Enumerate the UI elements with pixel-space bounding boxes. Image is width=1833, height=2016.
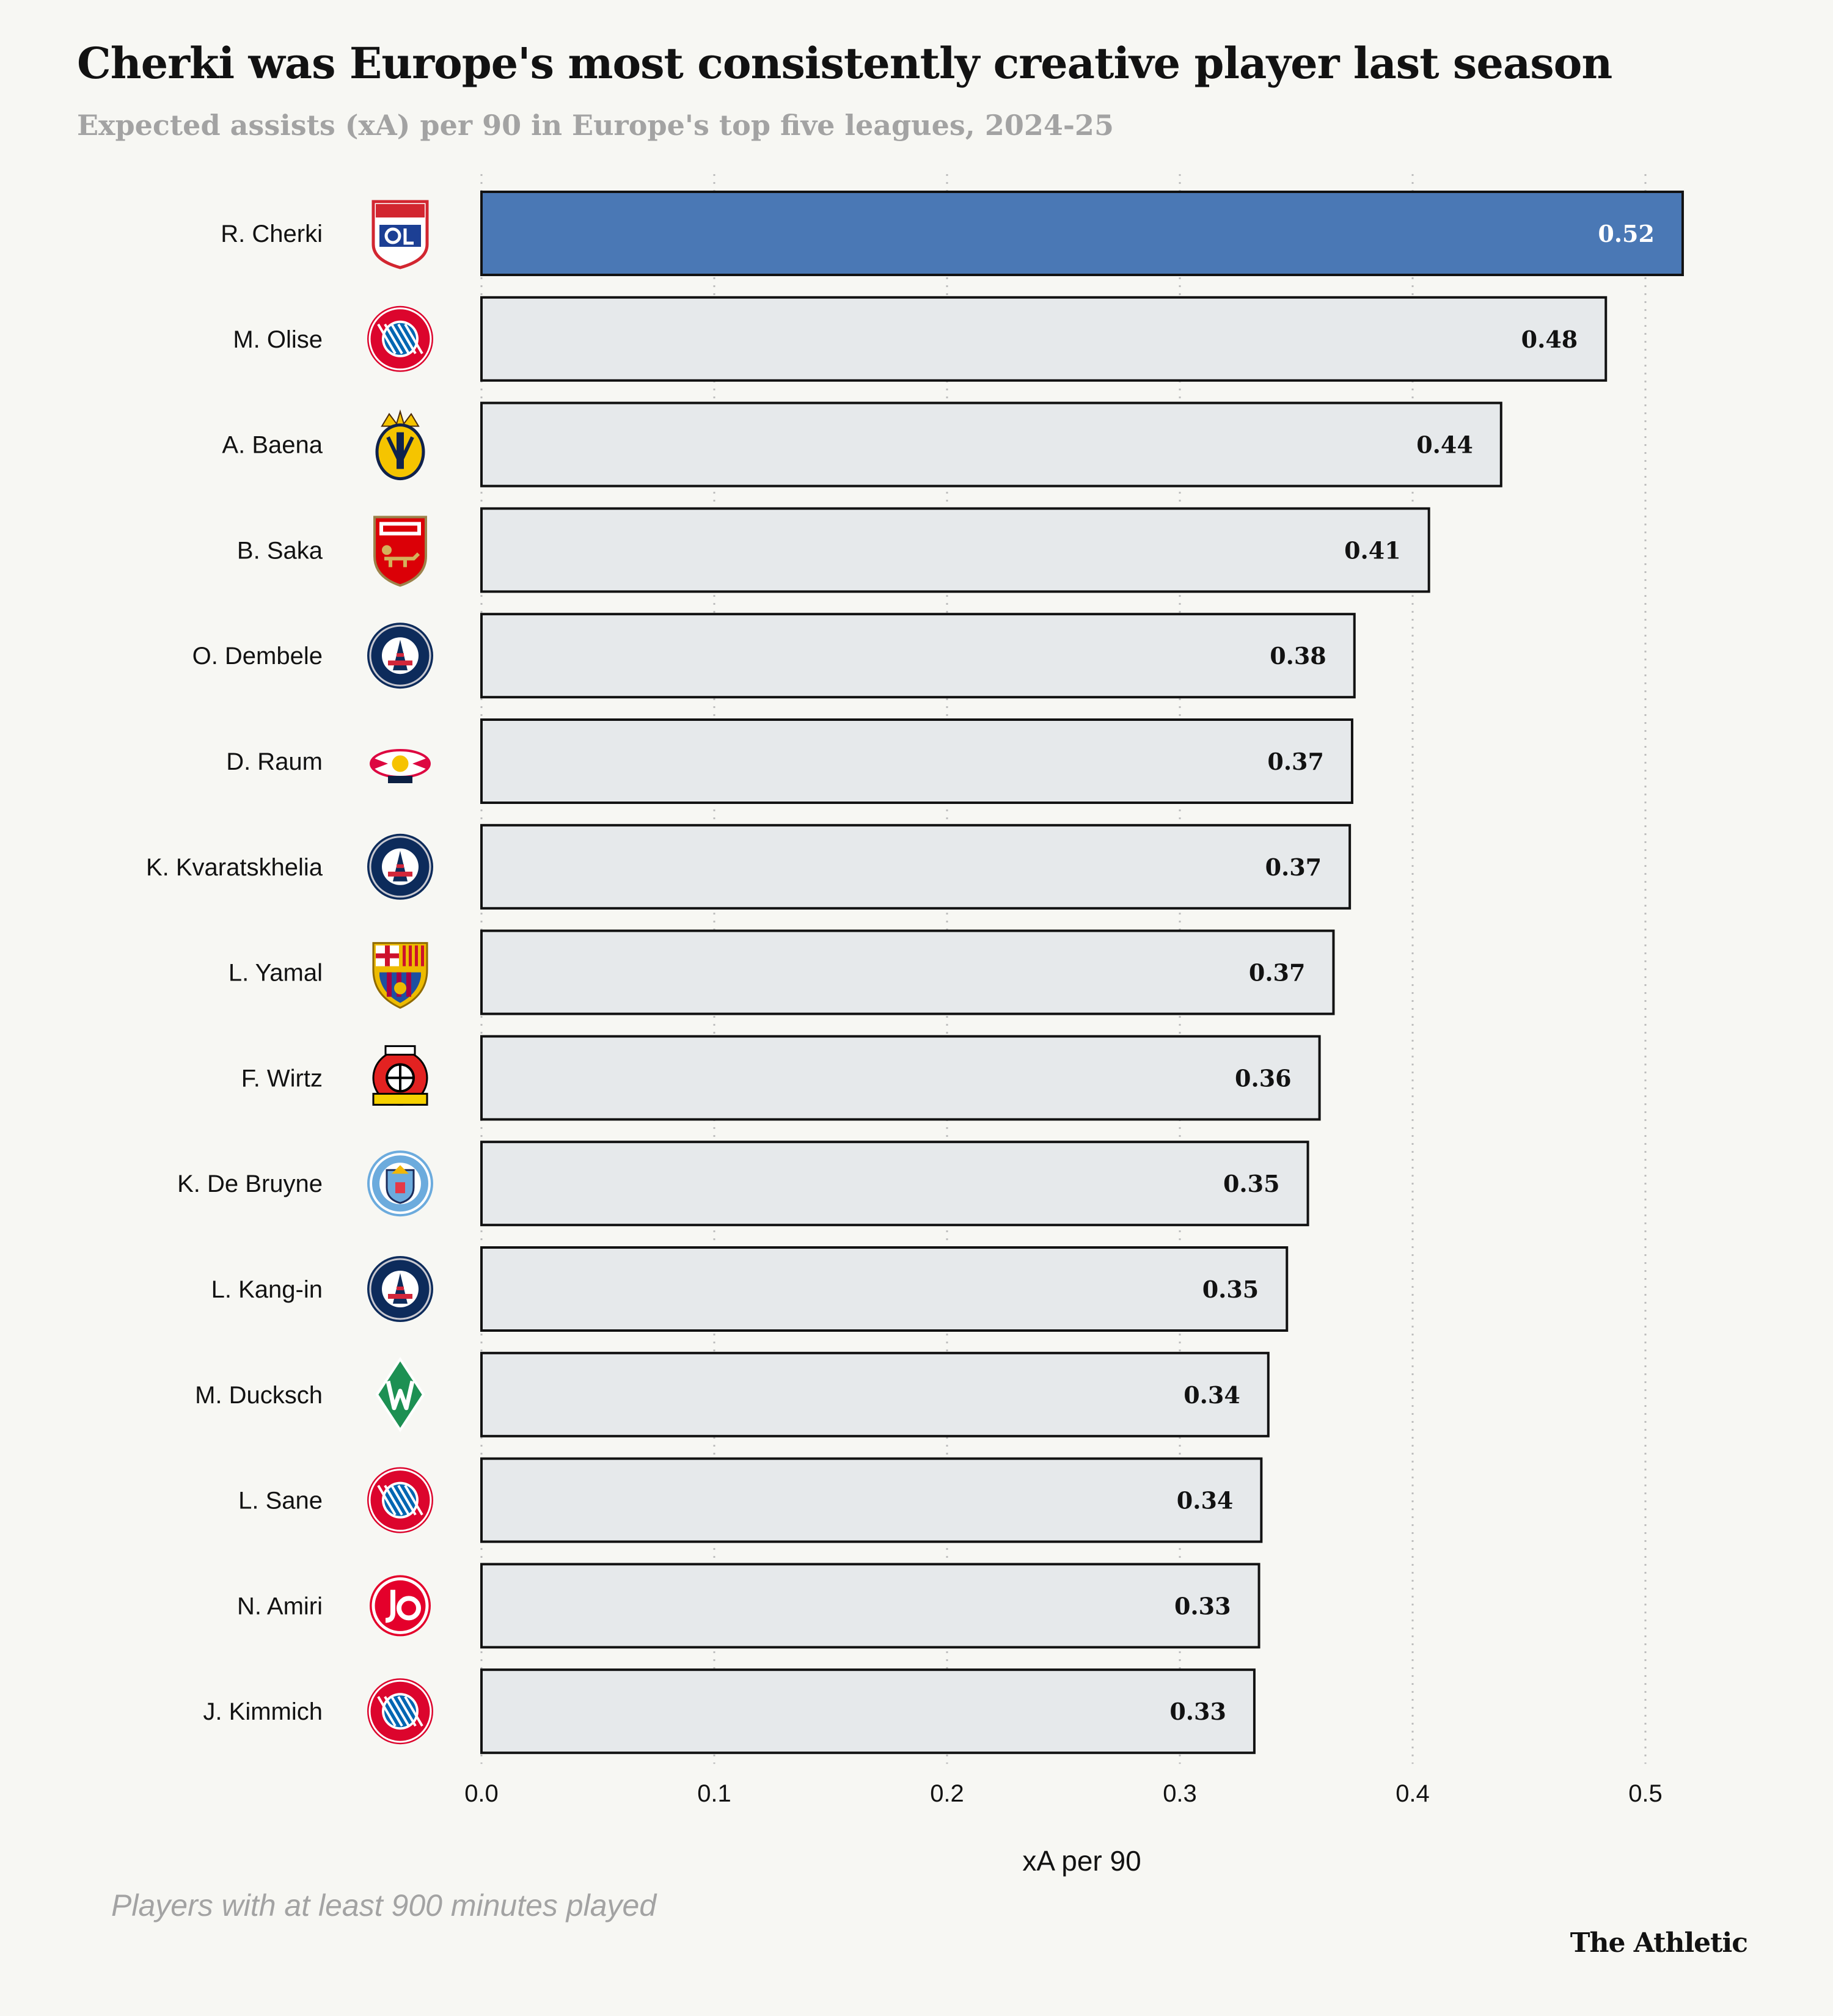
player-name-label: K. Kvaratskhelia — [146, 854, 323, 881]
player-name-label: B. Saka — [237, 537, 323, 564]
x-axis-title: xA per 90 — [1022, 1845, 1141, 1877]
man-city-badge — [367, 1150, 433, 1217]
player-name-label: O. Dembele — [192, 643, 323, 670]
player-name-label: R. Cherki — [221, 221, 323, 247]
x-tick-label: 0.2 — [930, 1780, 964, 1807]
bar — [480, 296, 1608, 382]
werder-badge — [375, 1357, 425, 1433]
bayern-badge — [367, 1678, 433, 1745]
bar-value-label: 0.52 — [1598, 220, 1655, 247]
player-name-label: M. Olise — [233, 326, 323, 353]
bar-value-label: 0.33 — [1169, 1698, 1226, 1725]
x-tick-label: 0.4 — [1396, 1780, 1430, 1807]
player-name-label: J. Kimmich — [203, 1698, 323, 1725]
bar — [480, 1035, 1321, 1121]
villarreal-badge — [375, 409, 425, 481]
bar — [480, 1141, 1309, 1227]
player-name-label: M. Ducksch — [195, 1382, 323, 1409]
player-name-label: L. Kang-in — [211, 1276, 323, 1303]
footnote: Players with at least 900 minutes played — [111, 1888, 657, 1923]
x-axis-ticks: 0.0 0.1 0.2 0.3 0.4 0.5 — [464, 1780, 1663, 1807]
bar — [480, 191, 1684, 276]
bar-value-label: 0.37 — [1265, 853, 1322, 881]
brand-logo-text: The Athletic — [1570, 1927, 1748, 1959]
lyon-badge — [371, 200, 429, 269]
bar-value-label: 0.37 — [1249, 959, 1306, 987]
bar-value-label: 0.34 — [1177, 1487, 1234, 1514]
player-name-label: K. De Bruyne — [177, 1171, 323, 1197]
player-name-label: N. Amiri — [237, 1593, 323, 1620]
bar-value-label: 0.37 — [1267, 748, 1324, 775]
x-tick-label: 0.0 — [464, 1780, 499, 1807]
player-name-label: L. Sane — [238, 1488, 323, 1514]
bar-value-label: 0.48 — [1521, 326, 1578, 353]
chart-title: Cherki was Europe's most consistently cr… — [77, 38, 1612, 89]
bar — [480, 718, 1353, 804]
bars: 0.52 R. Cherki 0.48 M. Olise 0.44 A. Baena 0.4… — [146, 191, 1684, 1755]
bar — [480, 507, 1430, 593]
psg-badge — [367, 623, 433, 689]
bar-value-label: 0.41 — [1344, 536, 1401, 564]
player-name-label: D. Raum — [226, 748, 323, 775]
bar-value-label: 0.44 — [1416, 431, 1473, 459]
leverkusen-badge — [372, 1045, 428, 1106]
mainz-badge — [370, 1575, 431, 1637]
x-tick-label: 0.3 — [1163, 1780, 1197, 1807]
psg-badge — [367, 833, 433, 900]
chart-subtitle: Expected assists (xA) per 90 in Europe's… — [77, 109, 1114, 142]
leipzig-badge — [370, 749, 431, 783]
x-tick-label: 0.1 — [697, 1780, 731, 1807]
player-name-label: F. Wirtz — [241, 1065, 323, 1092]
bar — [480, 613, 1356, 699]
bar — [480, 824, 1352, 910]
arsenal-badge — [373, 516, 427, 587]
x-tick-label: 0.5 — [1628, 1780, 1663, 1807]
bar-value-label: 0.35 — [1202, 1276, 1259, 1303]
bar — [480, 1668, 1256, 1755]
psg-badge — [367, 1256, 433, 1322]
bayern-badge — [367, 1467, 433, 1533]
bar-value-label: 0.36 — [1235, 1064, 1292, 1092]
barcelona-badge — [372, 942, 428, 1009]
bar-value-label: 0.34 — [1184, 1381, 1240, 1409]
bar — [480, 1563, 1260, 1649]
player-name-label: A. Baena — [222, 432, 323, 459]
bayern-badge — [367, 305, 433, 372]
bar — [480, 401, 1502, 488]
bar — [480, 929, 1335, 1015]
bar-value-label: 0.33 — [1174, 1592, 1231, 1620]
bar — [480, 1351, 1270, 1437]
bar — [480, 1457, 1263, 1543]
bar — [480, 1246, 1289, 1332]
bar-value-label: 0.38 — [1270, 642, 1326, 670]
player-name-label: L. Yamal — [229, 960, 323, 987]
bar-value-label: 0.35 — [1223, 1170, 1280, 1197]
